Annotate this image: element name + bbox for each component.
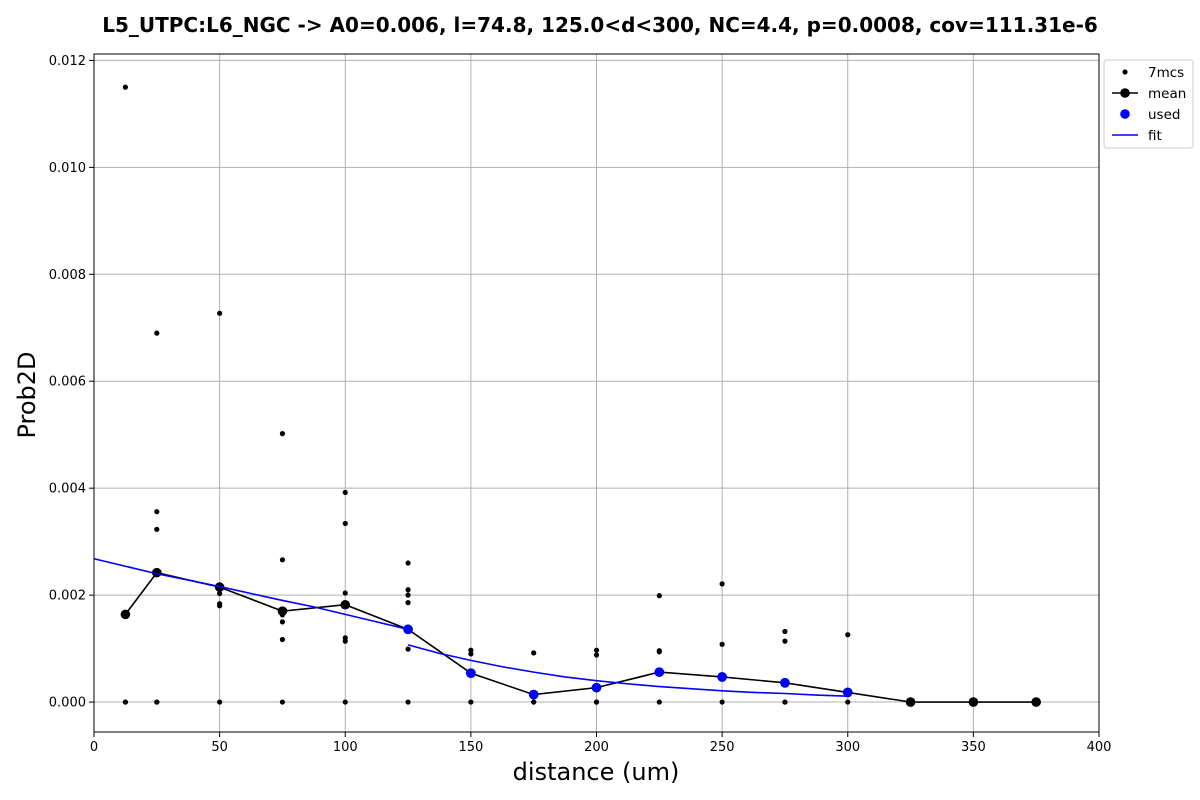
used-marker <box>654 667 665 677</box>
7mcs-point <box>279 699 286 705</box>
y-tick-label: 0.010 <box>49 161 86 176</box>
y-axis: 0.000 0.002 0.004 0.006 0.008 0.010 0.012 <box>49 54 94 711</box>
7mcs-point <box>342 638 348 644</box>
7mcs-point <box>279 557 286 563</box>
mean-marker <box>152 567 162 578</box>
7mcs-point <box>122 699 129 705</box>
7mcs-point <box>656 699 662 705</box>
x-tick-label: 100 <box>333 740 358 755</box>
7mcs-point <box>217 590 223 597</box>
7mcs-point <box>782 638 788 644</box>
legend-used-label: used <box>1148 107 1180 123</box>
7mcs-point <box>154 526 160 532</box>
7mcs-point <box>217 699 223 705</box>
x-tick-label: 400 <box>1087 740 1112 755</box>
7mcs-point <box>468 651 474 657</box>
7mcs-point <box>845 632 851 638</box>
legend-mean-label: mean <box>1148 86 1186 102</box>
used-marker <box>466 668 476 678</box>
legend: 7mcs mean used fit <box>1103 59 1194 149</box>
7mcs-point <box>593 647 600 653</box>
7mcs-point <box>217 310 223 316</box>
x-axis: 0 50 100 150 200 250 300 350 400 <box>90 732 1112 755</box>
7mcs-point <box>342 590 348 596</box>
7mcs-point <box>122 84 129 90</box>
mean-marker <box>905 697 916 707</box>
7mcs-point <box>405 600 411 606</box>
y-axis-label: Prob2D <box>13 351 41 438</box>
7mcs-point <box>531 699 537 705</box>
x-axis-label: distance (um) <box>513 758 680 786</box>
mean-marker <box>340 599 351 610</box>
legend-7mcs-symbol <box>1122 69 1128 75</box>
7mcs-point <box>656 593 662 599</box>
7mcs-point <box>719 581 725 587</box>
7mcs-point <box>217 603 223 609</box>
y-tick-label: 0.006 <box>49 375 86 390</box>
used-marker <box>780 678 790 688</box>
legend-used-symbol <box>1120 109 1130 119</box>
7mcs-point <box>154 330 160 336</box>
y-tick-label: 0.012 <box>49 54 86 69</box>
x-tick-label: 0 <box>90 740 98 755</box>
plot-area <box>93 84 1041 707</box>
y-tick-label: 0.002 <box>49 589 86 604</box>
y-tick-label: 0.004 <box>49 482 86 497</box>
7mcs-point <box>279 636 286 643</box>
7mcs-point <box>719 699 725 705</box>
x-tick-label: 250 <box>710 740 735 755</box>
7mcs-point <box>656 649 662 655</box>
7mcs-point <box>782 628 788 635</box>
fit-line <box>93 557 409 631</box>
legend-box <box>1103 59 1194 149</box>
7mcs-point <box>279 619 286 625</box>
chart-title: L5_UTPC:L6_NGC -> A0=0.006, l=74.8, 125.… <box>102 13 1098 37</box>
7mcs-point <box>154 699 160 705</box>
7mcs-point <box>279 431 286 437</box>
legend-fit-label: fit <box>1148 128 1162 144</box>
7mcs-point <box>342 489 348 496</box>
mean-marker <box>120 609 131 620</box>
7mcs-point <box>405 587 411 593</box>
legend-mean-symbol <box>1120 88 1130 98</box>
x-tick-label: 300 <box>835 740 860 755</box>
used-marker <box>591 682 602 693</box>
7mcs-point <box>405 646 411 652</box>
mean-marker <box>1031 697 1041 707</box>
7mcs-point <box>468 647 474 653</box>
used-marker <box>528 689 539 700</box>
mean-line <box>124 571 1037 703</box>
7mcs-point <box>405 560 411 566</box>
7mcs-point <box>405 699 411 705</box>
7mcs-point <box>468 699 474 705</box>
7mcs-point <box>405 592 411 598</box>
7mcs-point <box>719 641 725 647</box>
x-tick-label: 350 <box>961 740 986 755</box>
7mcs-point <box>531 650 537 656</box>
7mcs-point <box>593 652 600 658</box>
x-tick-label: 150 <box>458 740 483 755</box>
7mcs-point <box>782 699 788 705</box>
legend-7mcs-label: 7mcs <box>1148 65 1184 81</box>
7mcs-point <box>342 520 348 527</box>
mean-marker <box>968 697 979 707</box>
used-marker <box>717 672 727 682</box>
y-tick-label: 0.008 <box>49 268 86 283</box>
y-tick-label: 0.000 <box>49 696 86 711</box>
fit-line <box>407 644 848 697</box>
7mcs-point <box>154 509 160 515</box>
x-tick-label: 200 <box>584 740 609 755</box>
7mcs-point <box>593 699 600 705</box>
x-tick-label: 50 <box>211 740 228 755</box>
axes-frame <box>93 53 1100 733</box>
7mcs-point <box>342 699 348 705</box>
used-marker <box>842 687 853 698</box>
7mcs-point <box>845 699 851 705</box>
mean-marker <box>277 606 288 616</box>
